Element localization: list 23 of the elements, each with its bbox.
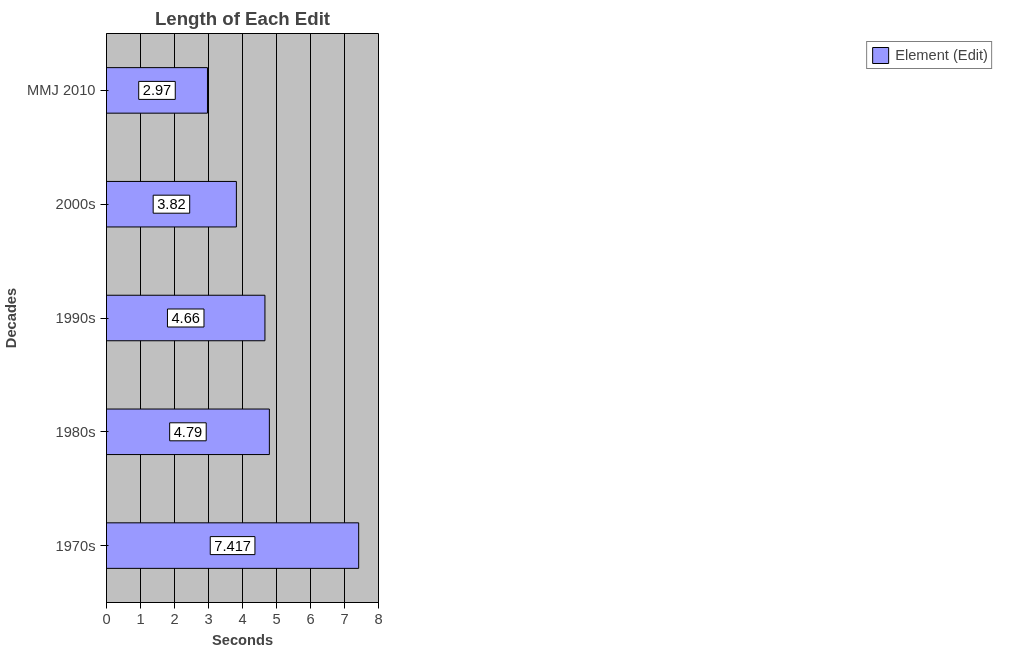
- x-tick-label: 2: [170, 610, 179, 627]
- data-label: 4.79: [173, 423, 203, 440]
- x-tick-label: 5: [272, 610, 281, 627]
- x-tick-label: 1: [136, 610, 145, 627]
- data-label: 2.97: [142, 82, 172, 99]
- x-tick-label: 3: [204, 610, 213, 627]
- y-axis-title: Decades: [3, 287, 20, 349]
- data-label: 4.66: [171, 310, 200, 326]
- x-tick-label: 6: [306, 610, 315, 627]
- x-tick-label: 7: [340, 610, 349, 627]
- x-tick-label: 4: [238, 610, 247, 627]
- data-label: 3.82: [157, 196, 186, 213]
- x-axis-title: Seconds: [211, 631, 274, 648]
- y-tick-label: MMJ 2010: [27, 82, 96, 99]
- data-label: 7.417: [214, 537, 251, 554]
- chart-title: Length of Each Edit: [154, 7, 331, 29]
- x-tick-label: 0: [102, 610, 111, 627]
- y-tick-label: 1970s: [55, 537, 96, 554]
- y-tick-label: 1980s: [55, 423, 96, 440]
- legend-label: Element (Edit): [895, 47, 988, 63]
- y-tick-label: 2000s: [55, 196, 96, 213]
- x-tick-label: 8: [374, 610, 383, 627]
- y-tick-label: 1990s: [55, 310, 96, 326]
